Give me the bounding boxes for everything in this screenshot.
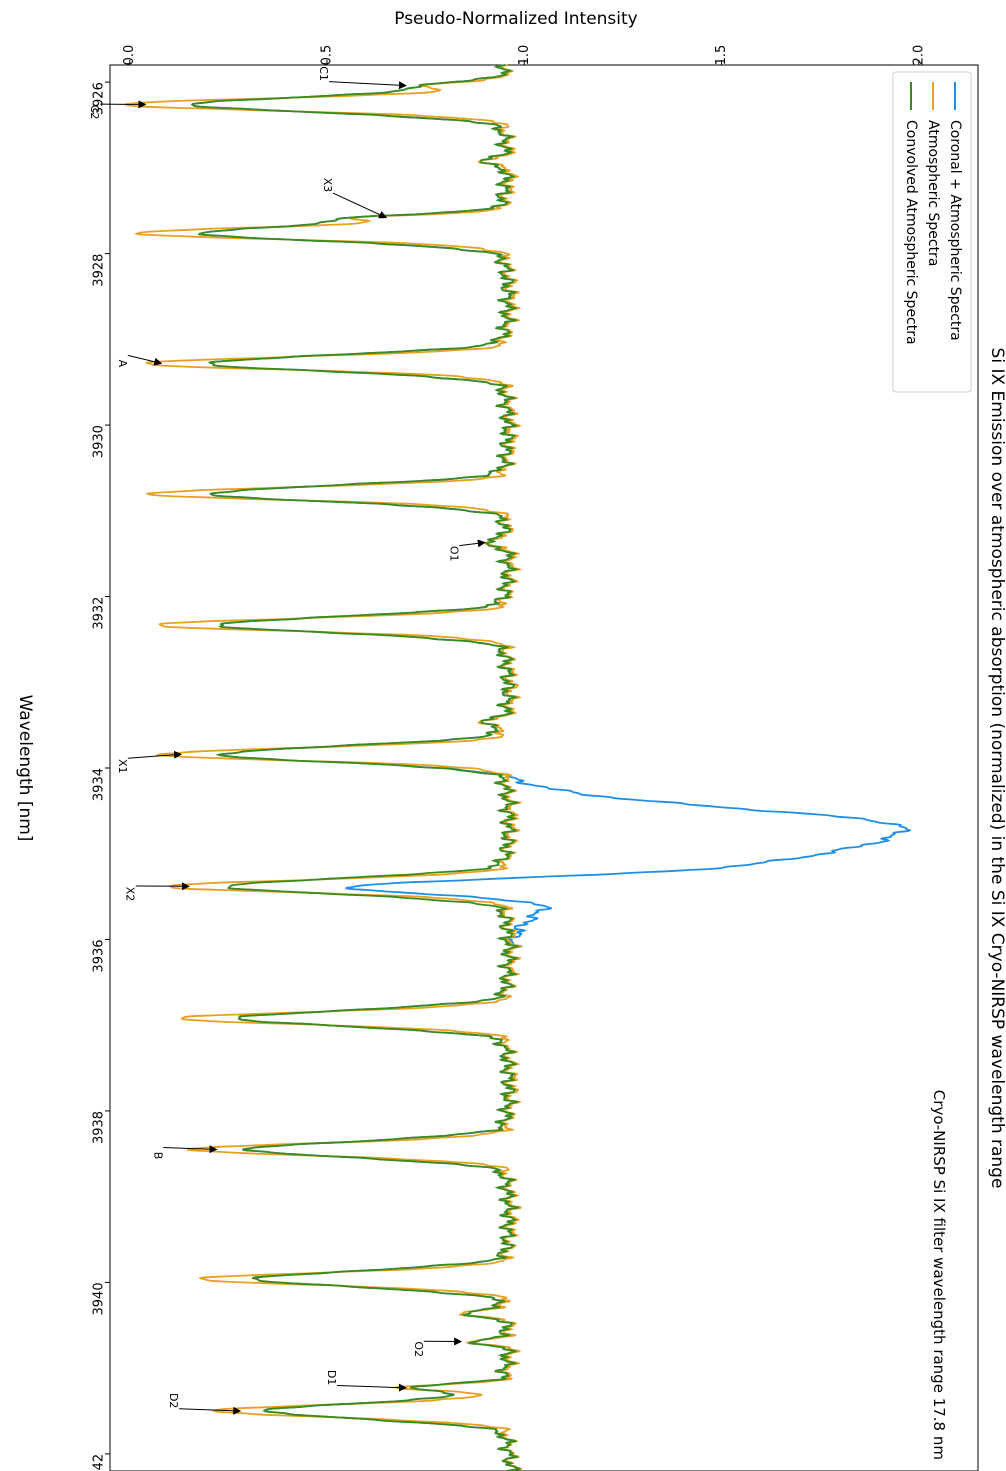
x-tick-label: 3932 <box>92 597 107 630</box>
x-tick-label: 3930 <box>92 425 107 458</box>
legend-entry: Coronal + Atmospheric Spectra <box>947 120 963 341</box>
annotation-arrow <box>332 192 388 219</box>
x-tick-label: 3940 <box>92 1282 107 1315</box>
x-tick-label: 3936 <box>92 939 107 972</box>
annotation-arrow <box>336 1383 407 1392</box>
y-tick-label: 2.0 <box>911 45 926 66</box>
annotation-label-x3: X3 <box>321 178 334 193</box>
annotation-label-c1: C1 <box>317 66 330 81</box>
y-tick-label: 1.0 <box>517 45 532 66</box>
x-tick-label: 3928 <box>92 254 107 287</box>
annotation-label-d1: D1 <box>325 1370 338 1385</box>
annotation-label-b: B <box>151 1152 164 1160</box>
legend-entry: Atmospheric Spectra <box>925 120 941 266</box>
annotation-label-x1: X1 <box>116 759 129 774</box>
annotation-label-o1: O1 <box>447 546 460 562</box>
series-atmospheric <box>123 64 523 1471</box>
y-tick-label: 0.0 <box>122 45 137 66</box>
annotation-arrow <box>179 1406 242 1415</box>
y-tick-label: 0.5 <box>320 45 335 66</box>
chart-subtitle: Cryo-NIRSP Si IX filter wavelength range… <box>930 1090 948 1460</box>
annotation-label-x2: X2 <box>124 887 137 902</box>
series-coronal-atmospheric <box>190 64 912 1471</box>
annotation-arrow <box>459 539 486 548</box>
series-convolved-atmospheric <box>190 64 522 1471</box>
legend-entry: Convolved Atmospheric Spectra <box>903 120 919 345</box>
x-tick-label: 3942 <box>92 1454 107 1471</box>
y-tick-label: 1.5 <box>714 45 729 66</box>
annotation-arrow <box>163 1145 218 1154</box>
y-axis-label: Pseudo-Normalized Intensity <box>394 9 638 29</box>
annotation-arrow <box>127 750 183 759</box>
x-axis-label: Wavelength [nm] <box>15 695 35 842</box>
legend-box <box>892 71 972 393</box>
chart-title: Si IX Emission over atmospheric absorpti… <box>987 348 1006 1189</box>
annotation-label-c2: C2 <box>88 105 101 120</box>
annotation-layer: C1 C2 X3 A O1 X1 X2 B O2 D1 D2 <box>88 66 486 1415</box>
x-tick-label: 3934 <box>92 768 107 801</box>
series-layer <box>123 64 912 1471</box>
x-axis-ticks: 3926 3928 3930 3932 3934 3936 3938 3940 3942 <box>92 81 110 1471</box>
plot-frame <box>109 64 979 1471</box>
annotation-arrow <box>329 81 407 90</box>
annotation-label-o2: O2 <box>412 1341 425 1357</box>
y-axis-ticks: 0.0 0.5 1.0 1.5 2.0 <box>122 45 926 66</box>
annotation-label-d2: D2 <box>167 1393 180 1408</box>
annotation-label-a: A <box>116 360 129 368</box>
x-tick-label: 3938 <box>92 1111 107 1144</box>
x-tick-label: 3926 <box>92 82 107 115</box>
legend: Coronal + Atmospheric Spectra Atmospheric… <box>892 71 972 393</box>
annotation-arrow <box>127 354 163 366</box>
